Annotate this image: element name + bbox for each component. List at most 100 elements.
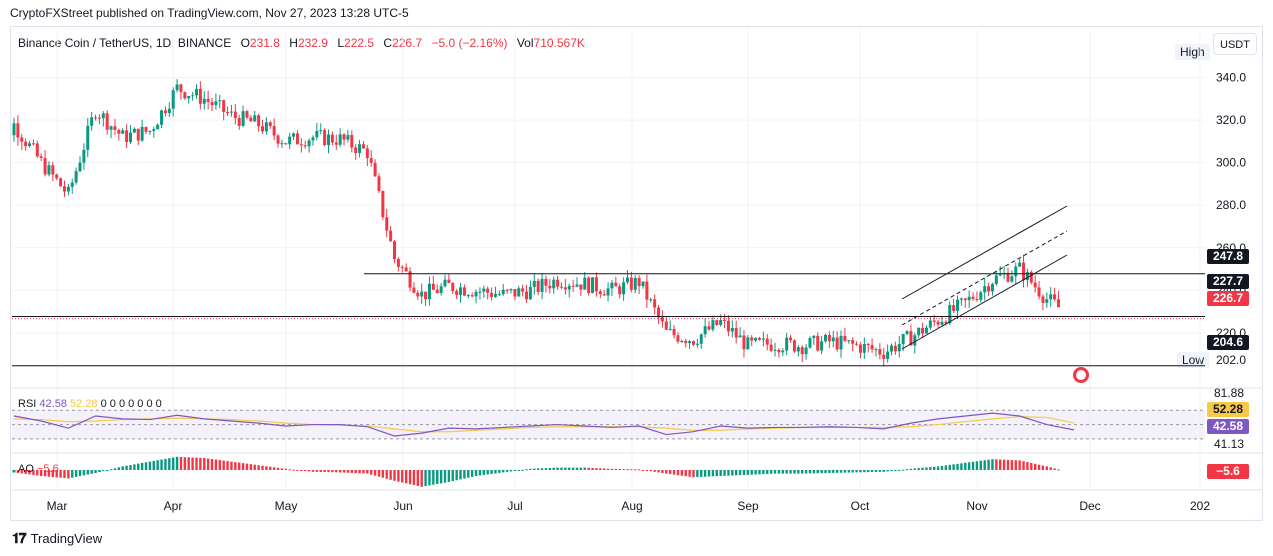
candle-body — [117, 129, 121, 134]
candle-body — [765, 338, 769, 345]
ao-bar — [304, 470, 307, 471]
ao-bar — [416, 470, 420, 486]
ao-bar — [377, 470, 381, 477]
ao-bar — [428, 470, 431, 486]
y-tick-label: 300.0 — [1216, 156, 1246, 170]
ao-bar — [641, 470, 645, 471]
ao-bar — [226, 461, 229, 470]
candle-body — [101, 113, 105, 119]
ao-bar — [1033, 463, 1037, 470]
ao-bar — [408, 470, 412, 485]
candle-body — [796, 347, 800, 352]
candle-body — [128, 132, 132, 143]
ao-bar — [583, 467, 586, 470]
symbol-label[interactable]: Binance Coin / TetherUS, 1D, BINANCE — [18, 36, 232, 50]
candle-body — [1025, 272, 1029, 281]
x-tick-label: Dec — [1079, 499, 1100, 513]
tradingview-logo-icon: 𝟏𝟕 — [12, 530, 27, 546]
candle-body — [443, 279, 447, 287]
candle-body — [1010, 276, 1014, 282]
ao-bar — [373, 470, 377, 476]
ao-bar — [59, 470, 62, 478]
candle-body — [455, 291, 459, 295]
close-value: 226.7 — [392, 36, 423, 50]
ao-bar — [82, 470, 86, 476]
ao-bar — [474, 470, 478, 476]
candle-body — [622, 282, 626, 295]
candle-body — [462, 287, 466, 296]
ao-bar — [152, 460, 155, 470]
ao-bar — [424, 470, 427, 487]
candle-body — [785, 337, 789, 351]
candle-body — [660, 317, 664, 322]
ao-bar — [1049, 467, 1052, 470]
ao-bar — [975, 461, 979, 470]
x-tick-label: Sep — [737, 499, 759, 513]
high-value: 232.9 — [297, 36, 328, 50]
ao-bar — [24, 470, 27, 474]
ao-bar — [548, 467, 552, 470]
candle-body — [641, 281, 645, 287]
ao-bar — [338, 470, 342, 473]
ao-bar — [905, 469, 909, 471]
high-label: High — [1175, 44, 1210, 60]
candle-body — [723, 319, 727, 321]
currency-button[interactable]: USDT — [1213, 33, 1257, 55]
footer-brand[interactable]: TradingView — [30, 531, 103, 546]
candle-body — [12, 123, 16, 130]
ao-label: AO — [18, 463, 34, 475]
candle-body — [928, 320, 932, 328]
candle-body — [424, 291, 428, 300]
candle-body — [229, 111, 233, 113]
candle-body — [703, 326, 707, 335]
candle-body — [327, 134, 331, 146]
ao-bar — [703, 470, 707, 477]
ao-bar — [16, 470, 20, 473]
rsi-series — [13, 412, 1075, 437]
ao-bar — [843, 470, 847, 473]
candle-body — [51, 165, 55, 175]
candle-body — [342, 134, 346, 140]
ao-bar — [401, 470, 404, 483]
candle-body — [559, 286, 563, 288]
candle-body — [691, 341, 695, 345]
candle-body — [804, 347, 808, 355]
candle-body — [975, 298, 979, 300]
price-tag-level-high: 247.8 — [1207, 249, 1249, 264]
ao-bar — [797, 470, 800, 474]
candle-body — [637, 278, 641, 287]
ao-bar — [148, 461, 152, 470]
candle-body — [936, 321, 940, 325]
ao-bar — [602, 468, 606, 470]
y-tick-label: 320.0 — [1216, 113, 1246, 127]
ao-bar — [94, 470, 97, 473]
candle-body — [583, 277, 587, 290]
ao-bar — [614, 468, 618, 470]
candle-body — [987, 286, 991, 292]
ao-bar — [90, 470, 93, 474]
candle-body — [726, 320, 730, 332]
candle-body — [695, 343, 699, 345]
ao-bar — [913, 468, 917, 470]
candle-body — [431, 283, 435, 290]
ao-bar — [63, 470, 66, 479]
ao-bar — [731, 470, 734, 476]
ao-bar — [956, 463, 959, 470]
ao-bar — [1045, 466, 1049, 470]
volume-key: Vol — [516, 36, 534, 50]
candle-body — [315, 130, 319, 138]
x-tick-label: Apr — [164, 499, 183, 513]
candle-body — [97, 117, 101, 119]
candle-body — [276, 135, 280, 144]
ao-bar — [113, 468, 117, 470]
ao-bar — [129, 465, 132, 470]
x-tick-label: 202 — [1190, 499, 1210, 513]
candle-body — [330, 134, 334, 143]
candle-body — [866, 343, 870, 346]
ao-bar — [494, 470, 497, 474]
ao-bar — [1030, 462, 1033, 470]
candle-body — [921, 327, 925, 334]
candle-body — [16, 123, 20, 138]
candle-body — [897, 344, 901, 352]
